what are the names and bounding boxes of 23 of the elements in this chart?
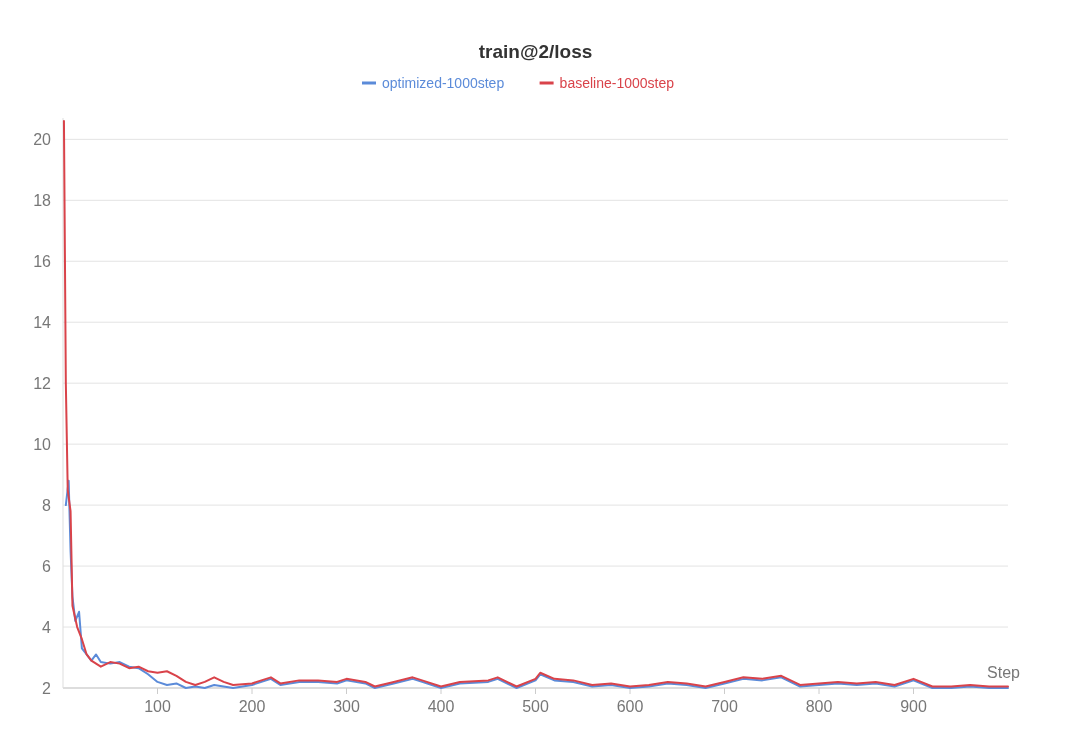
x-tick-label: 300 (333, 698, 360, 715)
y-tick-label: 8 (42, 497, 52, 515)
y-tick-label: 18 (33, 192, 52, 210)
x-tick-label: 500 (522, 698, 549, 715)
x-tick-label: 700 (711, 698, 738, 715)
x-tick-label: 800 (805, 698, 833, 715)
y-tick-label: 20 (33, 131, 52, 149)
x-axis-title: Step (987, 664, 1021, 681)
x-tick-label: 100 (144, 698, 171, 715)
y-tick-label: 12 (33, 375, 52, 393)
legend-label: optimized-1000step (382, 75, 505, 91)
y-tick-label: 4 (42, 619, 52, 637)
y-tick-label: 2 (42, 680, 52, 697)
y-tick-label: 10 (33, 436, 52, 454)
chart-title: train@2/loss (478, 41, 593, 62)
y-tick-label: 16 (33, 253, 52, 271)
legend-label: baseline-1000step (559, 75, 675, 91)
x-tick-label: 900 (900, 698, 927, 715)
x-tick-label: 400 (427, 698, 455, 715)
y-tick-label: 6 (42, 558, 52, 576)
x-tick-label: 200 (238, 698, 266, 715)
x-tick-label: 600 (616, 698, 644, 715)
y-tick-label: 14 (33, 314, 52, 332)
